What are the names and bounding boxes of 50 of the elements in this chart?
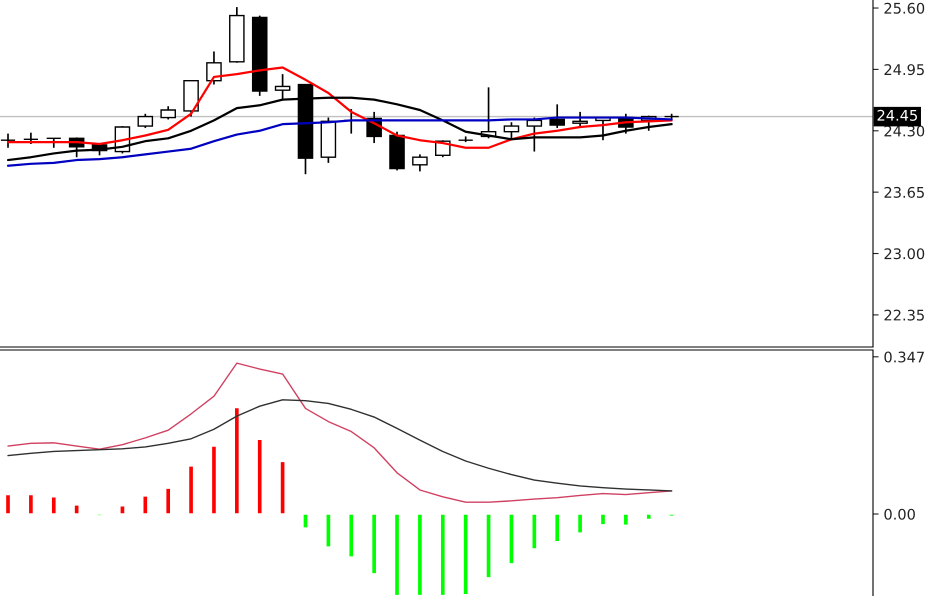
- candlestick: [412, 154, 428, 172]
- bar: [164, 487, 172, 515]
- bar: [370, 513, 378, 574]
- y-tick-label: 22.35: [884, 310, 924, 321]
- bar: [142, 495, 149, 515]
- bar: [576, 513, 584, 534]
- bar: [4, 494, 12, 515]
- bar: [462, 513, 469, 596]
- y-tick-label: 0.00: [884, 508, 915, 520]
- bar: [234, 406, 240, 515]
- candlestick: [23, 132, 39, 145]
- candlestick: [206, 50, 222, 86]
- candlestick: [138, 112, 154, 129]
- y-tick-label: 0.347: [884, 352, 924, 363]
- candlestick: [549, 104, 565, 129]
- bar: [73, 504, 80, 515]
- bar: [622, 513, 630, 526]
- line-series: [7, 399, 672, 492]
- y-tick-label: 23.00: [884, 248, 924, 260]
- bar: [531, 513, 538, 550]
- line-series: [6, 116, 673, 167]
- bar: [279, 460, 286, 515]
- bar: [485, 513, 492, 579]
- bar: [210, 445, 218, 515]
- candlestick: [572, 111, 588, 129]
- bar: [28, 494, 34, 515]
- bar: [325, 513, 332, 548]
- bar: [256, 438, 263, 515]
- y-tick-label: 25.60: [884, 2, 924, 14]
- y-tick-label: 23.65: [884, 186, 924, 198]
- candlestick: [0, 132, 16, 149]
- bar: [440, 513, 446, 596]
- bar: [348, 513, 354, 558]
- candlestick: [160, 105, 176, 120]
- ref-line-label: 24.45: [878, 110, 917, 121]
- bar: [302, 513, 309, 529]
- candlestick: [46, 137, 62, 149]
- bar: [119, 505, 126, 515]
- y-tick-label: 24.95: [884, 64, 924, 76]
- bar: [646, 513, 652, 520]
- bar: [188, 465, 194, 515]
- bar: [554, 513, 560, 542]
- bar: [50, 496, 57, 515]
- bar: [394, 513, 400, 596]
- bar: [668, 513, 675, 517]
- line-series: [7, 362, 672, 503]
- bar: [600, 513, 606, 526]
- bar: [416, 513, 424, 596]
- bar: [508, 513, 515, 565]
- y-tick-label: 24.30: [884, 125, 924, 137]
